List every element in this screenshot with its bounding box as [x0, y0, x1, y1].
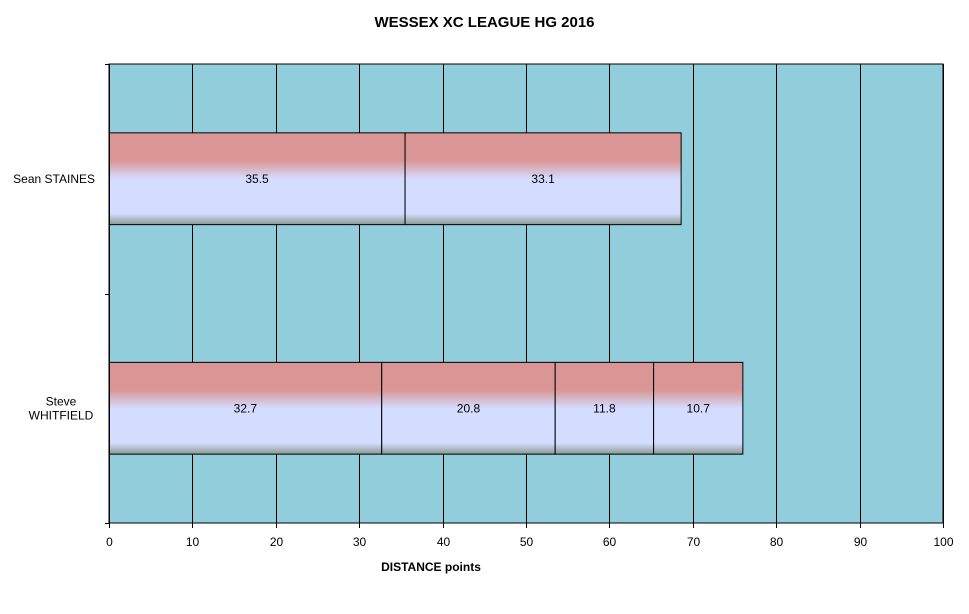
x-tick-label: 60 — [603, 535, 617, 549]
bars: 35.5 33.1 32.7 20.8 11.8 10.7 — [108, 132, 744, 455]
bar-segment — [108, 132, 406, 226]
x-tick-label: 90 — [854, 535, 868, 549]
bar-value-label: 20.8 — [457, 401, 481, 415]
bar-value-label: 32.7 — [234, 401, 258, 415]
bar-value-label: 10.7 — [687, 401, 711, 415]
x-tick-label: 70 — [687, 535, 701, 549]
x-tick-label: 40 — [437, 535, 451, 549]
x-tick-label: 50 — [520, 535, 534, 549]
bar-value-label: 35.5 — [245, 172, 269, 186]
bar-value-label: 11.8 — [593, 401, 616, 415]
chart-title: WESSEX XC LEAGUE HG 2016 — [374, 14, 595, 31]
x-axis-title: DISTANCE points — [381, 560, 481, 574]
category-label: Steve WHITFIELD — [29, 394, 94, 422]
x-tick-label: 0 — [106, 535, 113, 549]
bar-segment — [108, 361, 383, 455]
bar-segment — [653, 361, 744, 455]
x-tick-label: 100 — [933, 535, 953, 549]
category-label: Sean STAINES — [13, 172, 95, 186]
bar-value-label: 33.1 — [531, 172, 555, 186]
bar-segment — [404, 132, 682, 226]
x-tick-label: 20 — [270, 535, 284, 549]
bar-segment — [554, 361, 655, 455]
x-tick-label: 30 — [353, 535, 367, 549]
x-tick-label: 10 — [186, 535, 200, 549]
axes: 0 10 20 30 40 50 60 70 80 90 100 Sean STAINES Steve W… — [13, 64, 954, 549]
x-tick-label: 80 — [770, 535, 784, 549]
bar-segment — [381, 361, 556, 455]
